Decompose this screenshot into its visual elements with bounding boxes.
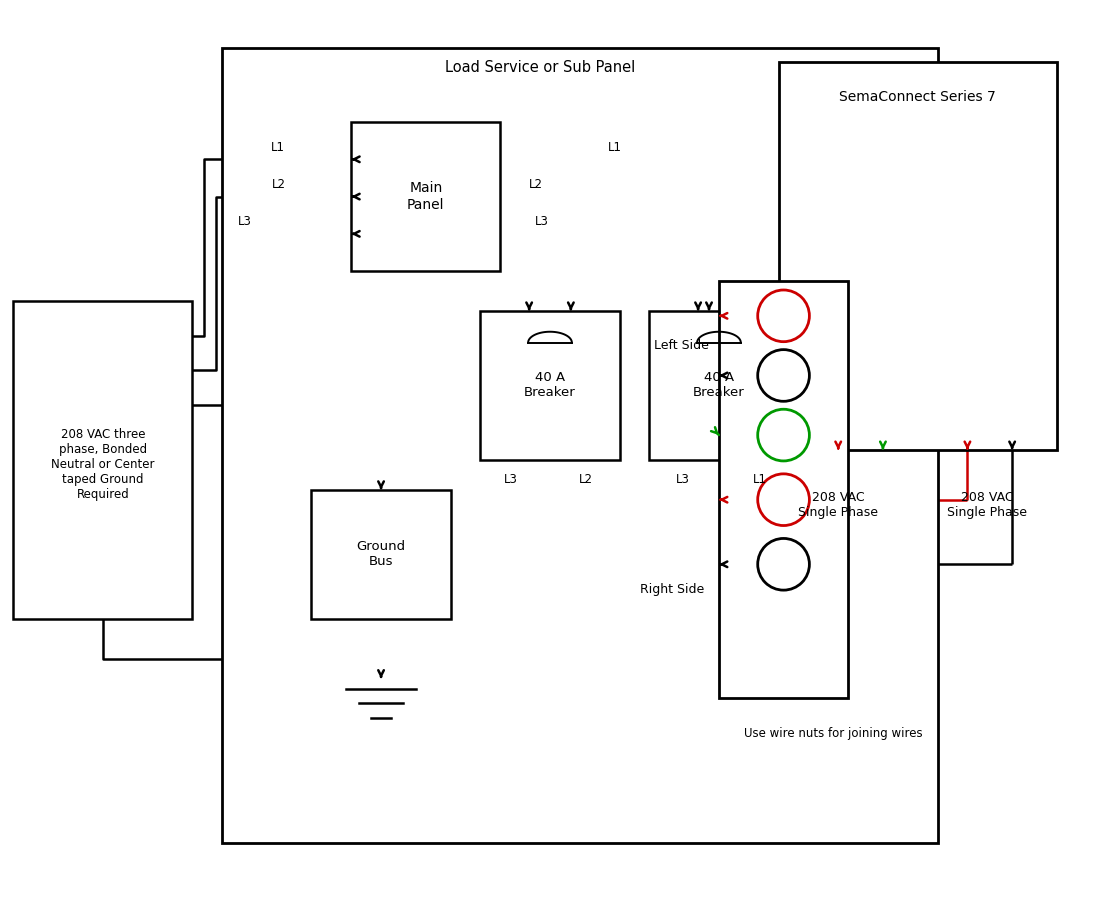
Text: 40 A
Breaker: 40 A Breaker	[693, 372, 745, 400]
Text: L1: L1	[752, 473, 767, 486]
Text: Use wire nuts for joining wires: Use wire nuts for joining wires	[744, 726, 923, 740]
Text: L2: L2	[529, 178, 542, 191]
Circle shape	[758, 474, 810, 526]
Bar	[351, 122, 501, 271]
Text: L3: L3	[238, 215, 252, 229]
Text: L3: L3	[676, 473, 690, 486]
Text: SemaConnect Series 7: SemaConnect Series 7	[839, 90, 997, 104]
Text: L3: L3	[504, 473, 518, 486]
Bar	[719, 281, 848, 698]
Bar	[481, 310, 619, 460]
Text: 208 VAC
Single Phase: 208 VAC Single Phase	[947, 491, 1027, 518]
Text: L3: L3	[535, 215, 549, 229]
Text: 40 A
Breaker: 40 A Breaker	[524, 372, 576, 400]
Bar	[649, 310, 789, 460]
Text: Right Side: Right Side	[640, 582, 704, 596]
Circle shape	[758, 290, 810, 342]
Text: 208 VAC
Single Phase: 208 VAC Single Phase	[799, 491, 878, 518]
Text: L1: L1	[607, 141, 621, 154]
Text: L1: L1	[271, 141, 285, 154]
Text: L2: L2	[272, 178, 286, 191]
Text: Left Side: Left Side	[654, 339, 710, 352]
Text: Load Service or Sub Panel: Load Service or Sub Panel	[444, 60, 635, 75]
Text: Ground
Bus: Ground Bus	[356, 540, 406, 569]
Circle shape	[758, 410, 810, 461]
Text: L2: L2	[579, 473, 593, 486]
Bar	[311, 490, 451, 619]
Circle shape	[758, 538, 810, 590]
Bar	[779, 62, 1057, 450]
Circle shape	[758, 349, 810, 401]
Text: 208 VAC three
phase, Bonded
Neutral or Center
taped Ground
Required: 208 VAC three phase, Bonded Neutral or C…	[51, 428, 154, 501]
Text: Main
Panel: Main Panel	[407, 182, 444, 212]
Bar	[13, 301, 192, 619]
Bar	[222, 48, 937, 842]
